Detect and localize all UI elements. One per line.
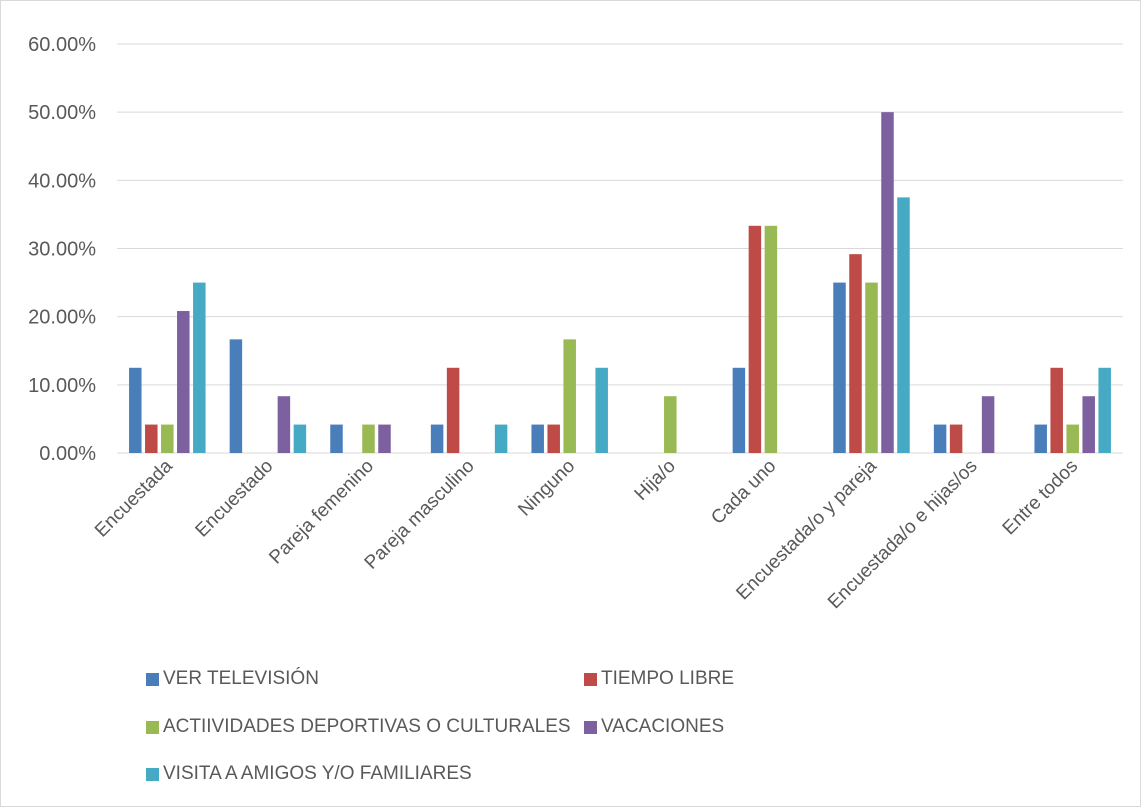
- bar: [1098, 367, 1111, 453]
- bar: [897, 197, 910, 453]
- bar: [981, 396, 995, 453]
- bar: [732, 367, 746, 453]
- bar: [949, 424, 963, 453]
- legend-item: ACTIIVIDADES DEPORTIVAS O CULTURALES: [146, 716, 571, 738]
- bar: [865, 282, 878, 453]
- bar: [933, 424, 947, 453]
- bar: [430, 424, 444, 453]
- legend-label: ACTIIVIDADES DEPORTIVAS O CULTURALES: [163, 716, 571, 737]
- bar: [145, 424, 158, 453]
- bar: [764, 225, 778, 453]
- bar: [595, 367, 608, 453]
- legend-label: VER TELEVISIÓN: [163, 668, 319, 689]
- bar: [563, 339, 576, 453]
- bar: [1050, 367, 1063, 453]
- bar: [1034, 424, 1047, 453]
- legend-item: VACACIONES: [584, 716, 724, 738]
- legend-swatch: [146, 767, 159, 781]
- legend-item: TIEMPO LIBRE: [584, 668, 734, 690]
- legend-swatch: [146, 672, 159, 686]
- x-category-label: Encuestada: [91, 455, 177, 541]
- bar: [849, 254, 862, 453]
- legend-label: VISITA A AMIGOS Y/O FAMILIARES: [163, 763, 472, 784]
- x-category-label: Ninguno: [514, 456, 579, 521]
- x-category-label: Encuestado: [192, 456, 278, 542]
- bar: [531, 424, 544, 453]
- bar: [277, 396, 291, 453]
- bar: [362, 424, 375, 453]
- bar: [494, 424, 508, 453]
- x-category-label: Entre todos: [999, 456, 1083, 540]
- bar: [229, 339, 243, 453]
- y-tick-label: 0.00%: [39, 443, 96, 465]
- bar: [378, 424, 391, 453]
- legend-item: VISITA A AMIGOS Y/O FAMILIARES: [146, 763, 472, 785]
- bar: [748, 225, 762, 453]
- y-tick-label: 40.00%: [28, 170, 96, 192]
- y-tick-label: 50.00%: [28, 102, 96, 124]
- bar: [446, 367, 460, 453]
- bar: [161, 424, 174, 453]
- legend-swatch: [584, 672, 597, 686]
- bar: [664, 396, 677, 453]
- bar: [547, 424, 560, 453]
- legend-item: VER TELEVISIÓN: [146, 668, 319, 690]
- y-tick-label: 20.00%: [28, 307, 96, 329]
- bar: [129, 367, 142, 453]
- bar: [833, 282, 846, 453]
- bar: [1082, 396, 1095, 453]
- x-category-label: Pareja masculino: [361, 456, 479, 574]
- bar: [330, 424, 343, 453]
- y-tick-label: 10.00%: [28, 375, 96, 397]
- bar: [177, 311, 190, 453]
- x-category-label: Hija/o: [631, 456, 680, 505]
- legend-swatch: [584, 720, 597, 734]
- legend-label: TIEMPO LIBRE: [601, 668, 735, 689]
- bar: [293, 424, 307, 453]
- bar: [1066, 424, 1079, 453]
- y-tick-label: 30.00%: [28, 239, 96, 261]
- legend-swatch: [146, 720, 159, 734]
- x-category-label: Pareja femenino: [265, 456, 378, 569]
- bar: [881, 112, 894, 454]
- x-category-label: Cada uno: [707, 456, 780, 529]
- y-tick-label: 60.00%: [28, 34, 96, 56]
- bar: [193, 282, 206, 453]
- legend-label: VACACIONES: [601, 716, 725, 737]
